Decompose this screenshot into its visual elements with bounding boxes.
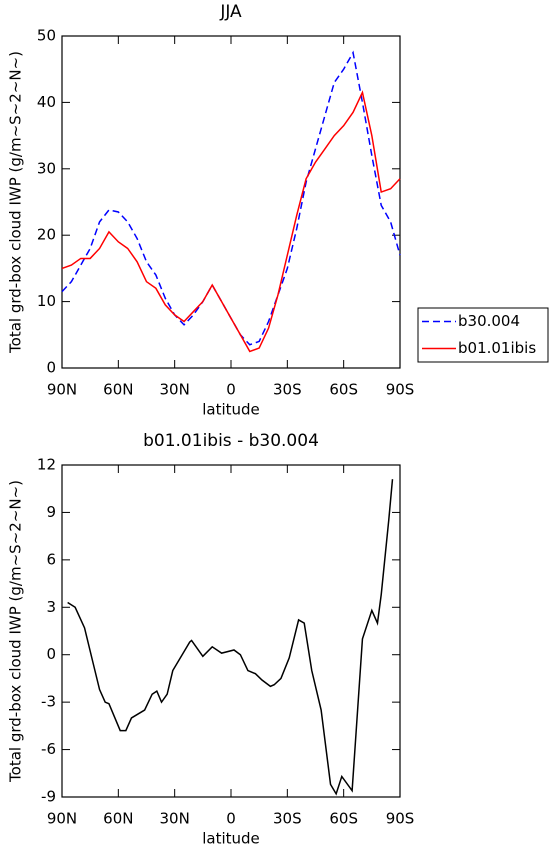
x-tick-label: 60S (329, 381, 358, 399)
y-tick-label: -9 (41, 788, 56, 806)
x-tick-label: 90N (47, 810, 77, 828)
x-axis-label: latitude (202, 830, 260, 848)
x-tick-label: 0 (226, 381, 236, 399)
y-tick-label: 40 (37, 93, 56, 111)
y-tick-label: 3 (46, 598, 56, 616)
x-tick-label: 30N (160, 381, 190, 399)
x-tick-label: 90S (386, 810, 415, 828)
y-tick-label: 12 (37, 456, 56, 474)
series-line (61, 50, 401, 346)
x-tick-label: 60S (329, 810, 358, 828)
x-tick-label: 0 (226, 810, 236, 828)
y-tick-label: 9 (46, 503, 56, 521)
series-line (61, 90, 401, 353)
x-tick-label: 60N (103, 381, 133, 399)
x-tick-label: 90S (386, 381, 415, 399)
x-tick-label: 30N (160, 810, 190, 828)
y-tick-label: 50 (37, 27, 56, 45)
legend-box (417, 307, 549, 363)
y-axis-label: Total grd-box cloud IWP (g/m~S~2~N~) (7, 51, 25, 354)
legend-label: b30.004 (458, 312, 520, 330)
y-tick-label: -6 (41, 740, 56, 758)
y-tick-label: 6 (46, 550, 56, 568)
x-tick-label: 30S (273, 810, 302, 828)
y-tick-label: 30 (37, 159, 56, 177)
x-tick-label: 90N (47, 381, 77, 399)
y-tick-label: 0 (46, 359, 56, 377)
x-tick-label: 60N (103, 810, 133, 828)
y-tick-label: 0 (46, 645, 56, 663)
plot-frame (61, 464, 401, 798)
y-axis-label: Total grd-box cloud IWP (g/m~S~2~N~) (7, 480, 25, 783)
y-tick-label: 10 (37, 292, 56, 310)
y-tick-label: 20 (37, 226, 56, 244)
chart-title: b01.01ibis - b30.004 (143, 431, 319, 451)
x-axis-label: latitude (202, 401, 260, 419)
chart-title: JJA (219, 2, 242, 22)
legend-label: b01.01ibis (458, 339, 536, 357)
y-tick-label: -3 (41, 693, 56, 711)
series-line (67, 479, 394, 796)
x-tick-label: 30S (273, 381, 302, 399)
